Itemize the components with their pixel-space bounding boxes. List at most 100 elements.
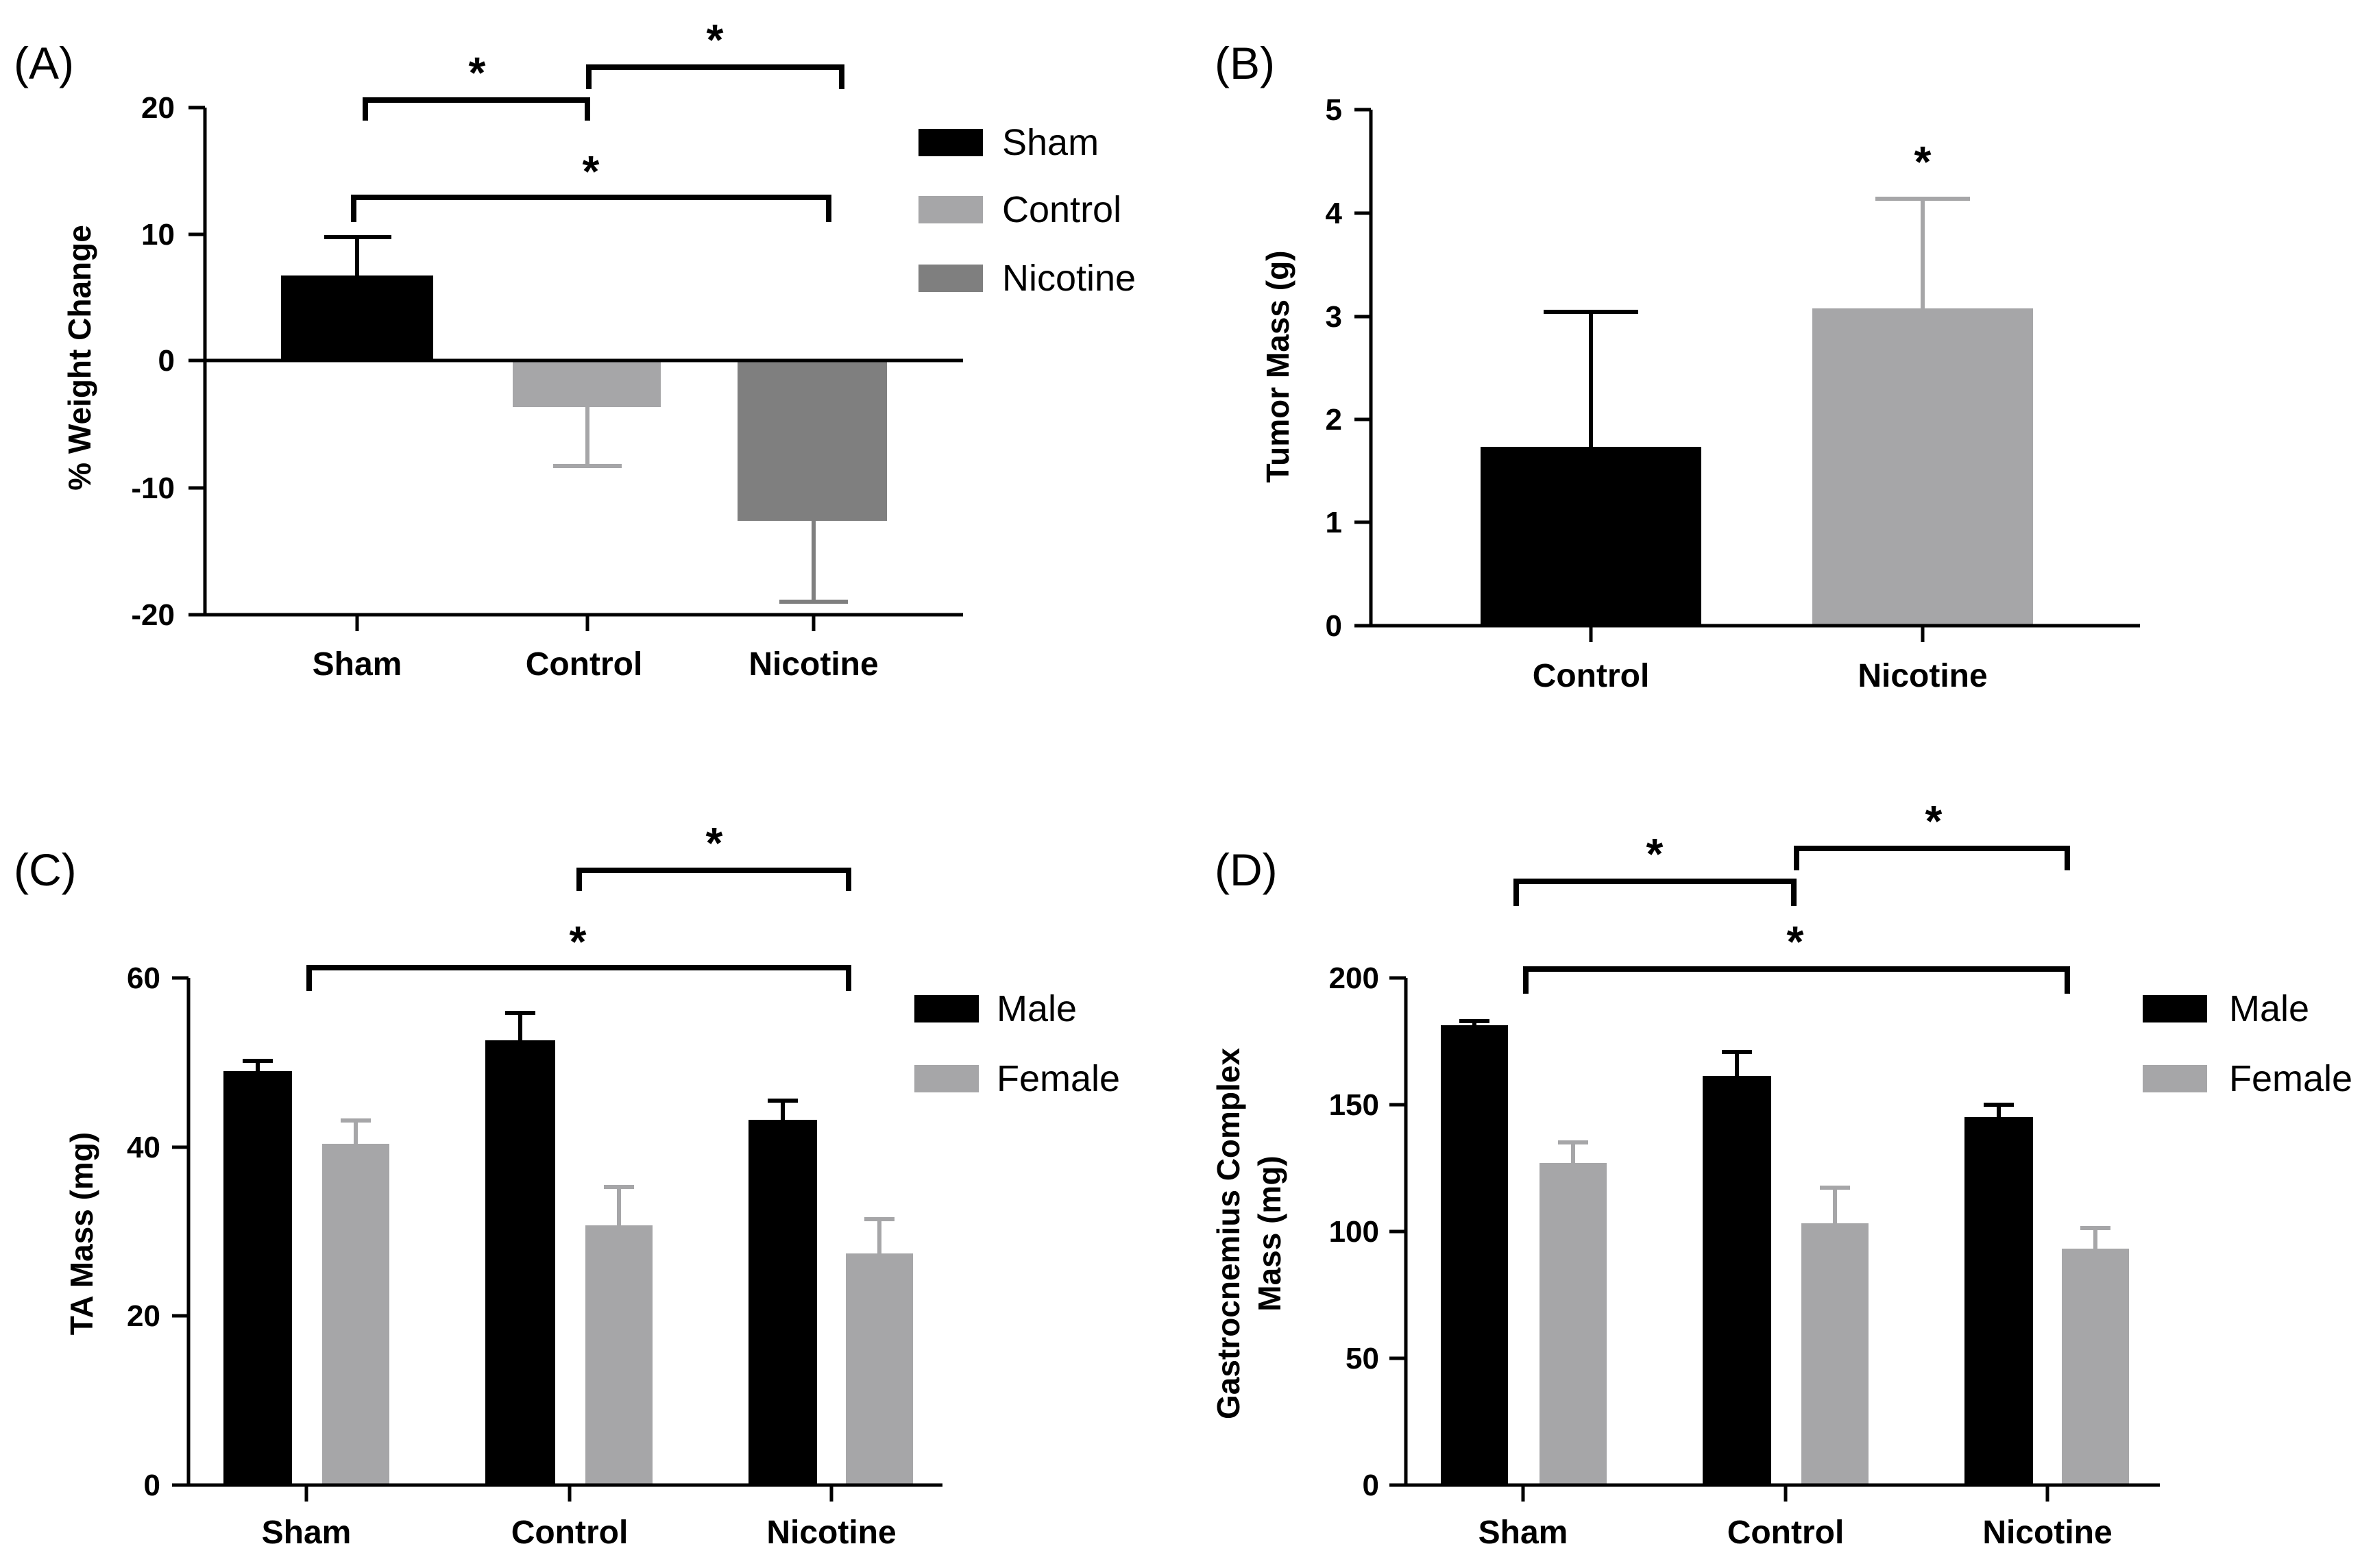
bar-sham-female bbox=[322, 1144, 389, 1485]
panel-c-category: Nicotine bbox=[766, 1515, 896, 1551]
errorbar-sham-male bbox=[1459, 1019, 1489, 1025]
bar-control-male bbox=[1703, 1076, 1771, 1485]
bar-nicotine-male bbox=[1964, 1117, 2033, 1485]
panel-d-letter: (D) bbox=[1215, 844, 1278, 895]
panel-a-category: Sham bbox=[313, 646, 402, 683]
sig-star: * bbox=[1787, 917, 1804, 966]
bar-nicotine-female bbox=[2062, 1249, 2129, 1485]
panel-a-ytick: -10 bbox=[131, 471, 175, 505]
panel-d-ylabel-line1: Gastrocnemius Complex bbox=[1210, 1048, 1246, 1419]
panel-d-ytick: 0 bbox=[1363, 1469, 1379, 1502]
bar-sham-male bbox=[223, 1071, 292, 1485]
legend-swatch-male bbox=[2143, 995, 2207, 1022]
panel-c-legend: Male Female bbox=[914, 988, 1120, 1099]
errorbar-control-female bbox=[1820, 1186, 1850, 1223]
sig-star: * bbox=[469, 48, 486, 97]
legend-label: Female bbox=[2229, 1058, 2352, 1099]
panel-b-xticks bbox=[1589, 626, 1925, 642]
legend-swatch-nicotine bbox=[918, 265, 983, 292]
errorbar-control bbox=[1544, 310, 1638, 447]
errorbar-sham-male bbox=[243, 1059, 273, 1071]
panel-d-category: Control bbox=[1727, 1515, 1845, 1551]
panel-d-category: Sham bbox=[1478, 1515, 1568, 1551]
panel-a-ytick: 20 bbox=[141, 91, 175, 125]
sig-star: * bbox=[1914, 137, 1932, 186]
panel-d: (D) Gastrocnemius Complex Mass (mg) 0 50… bbox=[1210, 796, 2352, 1551]
panel-d-plot: 0 50 100 150 200 Sham Control Nicotine *… bbox=[1329, 796, 2160, 1551]
panel-c-plot: 0 20 40 60 Sham Control Nicotine * * bbox=[127, 818, 942, 1551]
legend-swatch-control bbox=[918, 196, 983, 223]
panel-d-ytick: 100 bbox=[1329, 1215, 1379, 1249]
panel-b-ytick: 3 bbox=[1326, 300, 1342, 334]
panel-c: (C) TA Mass (mg) 0 20 40 60 Sham Control bbox=[14, 818, 1120, 1551]
bar-control-male bbox=[485, 1040, 555, 1485]
panel-b-ytick: 2 bbox=[1326, 403, 1342, 437]
panel-a-yticks bbox=[188, 106, 205, 617]
panel-d-yticks bbox=[1389, 976, 1406, 1487]
panel-d-ytick: 50 bbox=[1346, 1342, 1379, 1375]
errorbar-control bbox=[553, 407, 622, 468]
panel-b-yticks bbox=[1354, 108, 1371, 628]
panel-a-ytick: 10 bbox=[141, 218, 175, 252]
panel-a-ytick: 0 bbox=[158, 344, 175, 378]
sig-star: * bbox=[1925, 796, 1943, 846]
panel-b: (B) Tumor Mass (g) 0 1 2 3 4 5 Control N… bbox=[1215, 38, 2140, 694]
errorbar-nicotine-female bbox=[864, 1217, 895, 1253]
legend-label: Male bbox=[2229, 988, 2309, 1029]
panel-b-category: Nicotine bbox=[1858, 658, 1987, 694]
sig-bracket-sham-control bbox=[363, 97, 590, 121]
legend-swatch-female bbox=[2143, 1065, 2207, 1092]
errorbar-control-male bbox=[1722, 1050, 1752, 1076]
bar-control bbox=[513, 360, 661, 407]
bar-sham-female bbox=[1540, 1163, 1607, 1485]
errorbar-control-male bbox=[505, 1011, 535, 1040]
errorbar-nicotine-male bbox=[1984, 1103, 2014, 1117]
sig-bracket-control-nicotine bbox=[586, 64, 844, 89]
sig-star: * bbox=[570, 917, 587, 966]
sig-star: * bbox=[1646, 829, 1664, 879]
panel-d-category: Nicotine bbox=[1982, 1515, 2112, 1551]
panel-c-ytick: 60 bbox=[127, 961, 160, 995]
legend-swatch-sham bbox=[918, 129, 983, 156]
sig-bracket-sham-nicotine bbox=[306, 965, 851, 991]
legend-label: Nicotine bbox=[1002, 258, 1136, 299]
sig-star: * bbox=[707, 15, 724, 64]
bar-sham-male bbox=[1441, 1025, 1508, 1485]
bar-control-female bbox=[1801, 1223, 1869, 1485]
errorbar-sham bbox=[324, 235, 391, 275]
panel-a-category: Nicotine bbox=[749, 646, 878, 683]
sig-bracket-sham-nicotine bbox=[1523, 966, 2070, 994]
panel-d-ytick: 150 bbox=[1329, 1088, 1379, 1122]
panel-a-xticks bbox=[355, 615, 816, 631]
panel-c-ytick: 40 bbox=[127, 1131, 160, 1164]
sig-bracket-control-nicotine bbox=[576, 868, 851, 891]
legend-label: Sham bbox=[1002, 122, 1099, 163]
sig-bracket-sham-nicotine bbox=[351, 195, 831, 222]
panel-a: (A) % Weight Change -20 -10 0 10 20 Sham… bbox=[14, 15, 1136, 683]
panel-c-ylabel: TA Mass (mg) bbox=[64, 1132, 99, 1335]
panel-b-letter: (B) bbox=[1215, 38, 1275, 88]
panel-b-ytick: 4 bbox=[1326, 197, 1343, 230]
legend-label: Male bbox=[997, 988, 1077, 1029]
legend-label: Female bbox=[997, 1058, 1120, 1099]
panel-a-plot: -20 -10 0 10 20 Sham Control Nicotine * … bbox=[131, 15, 963, 683]
panel-c-xticks bbox=[304, 1485, 833, 1502]
panel-c-category: Control bbox=[511, 1515, 629, 1551]
errorbar-sham-female bbox=[1558, 1140, 1588, 1163]
legend-swatch-male bbox=[914, 995, 979, 1022]
panel-c-ytick: 20 bbox=[127, 1299, 160, 1333]
panel-a-letter: (A) bbox=[14, 38, 74, 88]
panel-d-xticks bbox=[1521, 1485, 2049, 1502]
bar-control-female bbox=[585, 1225, 653, 1485]
sig-bracket-control-nicotine bbox=[1794, 846, 2070, 870]
errorbar-nicotine bbox=[1875, 197, 1970, 308]
panel-b-plot: 0 1 2 3 4 5 Control Nicotine * bbox=[1326, 93, 2140, 694]
panel-c-letter: (C) bbox=[14, 844, 77, 895]
panel-c-category: Sham bbox=[262, 1515, 352, 1551]
panel-a-ylabel: % Weight Change bbox=[62, 225, 97, 491]
panel-c-ytick: 0 bbox=[144, 1469, 160, 1502]
panel-b-ytick: 5 bbox=[1326, 93, 1342, 127]
panel-b-ytick: 1 bbox=[1326, 506, 1342, 539]
bar-control bbox=[1481, 447, 1701, 626]
